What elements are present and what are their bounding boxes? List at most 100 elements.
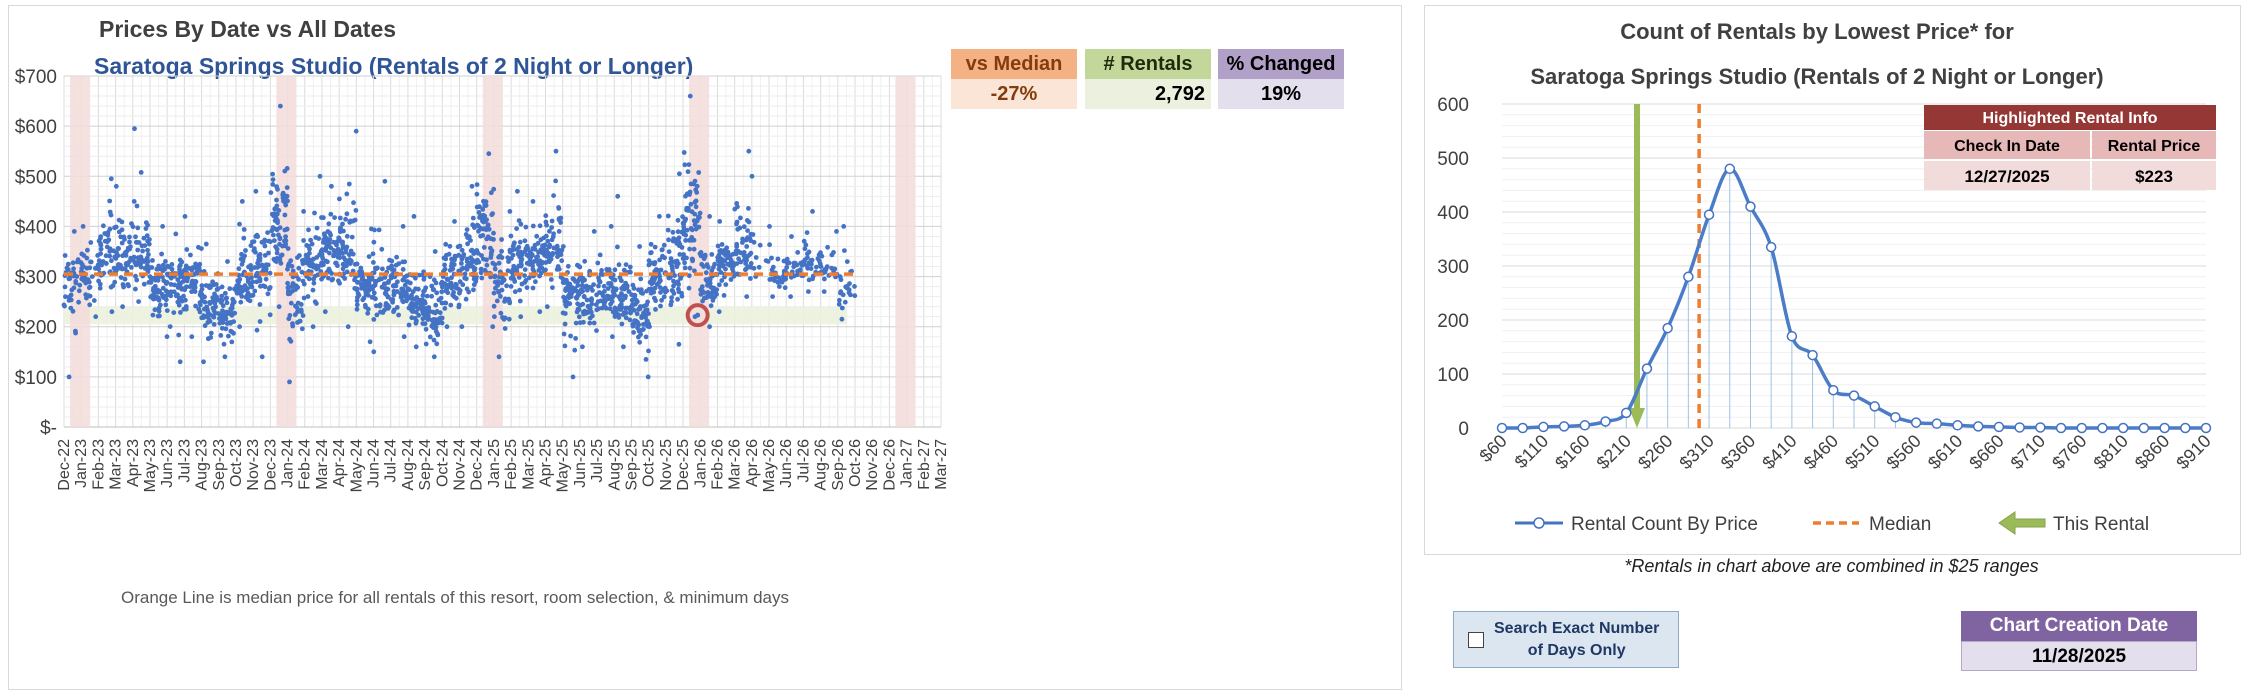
price-point bbox=[356, 292, 362, 298]
price-point bbox=[257, 302, 263, 307]
price-point bbox=[143, 220, 149, 226]
price-point bbox=[434, 341, 440, 347]
price-point bbox=[373, 279, 379, 285]
rental-count-marker bbox=[1765, 241, 1777, 253]
price-point bbox=[581, 319, 586, 325]
price-point bbox=[629, 292, 634, 298]
price-point bbox=[251, 239, 257, 245]
price-point bbox=[459, 266, 465, 272]
scatter-x-tick-label: Jun-26 bbox=[778, 439, 795, 488]
price-point bbox=[278, 253, 284, 259]
price-point bbox=[465, 264, 470, 269]
price-point bbox=[443, 300, 449, 306]
dist-y-tick-label: 600 bbox=[1437, 95, 1469, 116]
price-point bbox=[301, 295, 307, 301]
price-point bbox=[693, 204, 699, 210]
price-point bbox=[328, 211, 334, 217]
price-point bbox=[530, 260, 536, 265]
price-point bbox=[248, 267, 254, 272]
price-point bbox=[720, 263, 726, 269]
price-point bbox=[806, 277, 812, 283]
price-point bbox=[482, 203, 488, 209]
price-point bbox=[160, 268, 166, 274]
changed-stat: % Changed 19% bbox=[1218, 49, 1344, 109]
scatter-x-tick-label: Feb-24 bbox=[297, 439, 314, 490]
price-point bbox=[158, 302, 163, 308]
exact-days-checkbox[interactable] bbox=[1468, 631, 1484, 648]
rental-count-marker bbox=[1952, 420, 1963, 431]
price-point bbox=[725, 255, 731, 261]
price-point bbox=[553, 148, 559, 154]
price-point bbox=[474, 182, 480, 188]
price-point bbox=[652, 275, 658, 281]
price-point bbox=[483, 219, 488, 224]
price-point bbox=[693, 187, 699, 193]
price-point bbox=[819, 253, 825, 259]
price-point bbox=[476, 210, 482, 215]
price-point bbox=[599, 268, 604, 273]
price-point bbox=[782, 285, 788, 291]
price-point bbox=[561, 331, 567, 337]
price-point bbox=[587, 320, 593, 326]
price-point bbox=[365, 310, 371, 316]
price-point bbox=[512, 279, 518, 284]
price-point bbox=[698, 253, 704, 259]
price-point bbox=[756, 264, 762, 270]
price-point bbox=[427, 334, 433, 340]
price-point bbox=[634, 299, 640, 305]
dist-x-tick-label: $160 bbox=[1551, 431, 1593, 473]
price-point bbox=[519, 281, 525, 287]
price-point bbox=[652, 285, 658, 291]
scatter-y-tick-label: $600 bbox=[15, 117, 57, 138]
price-point bbox=[296, 265, 302, 271]
price-point bbox=[121, 234, 127, 240]
price-point bbox=[744, 294, 750, 299]
price-point bbox=[639, 327, 644, 333]
price-point bbox=[490, 211, 495, 217]
price-point bbox=[340, 221, 345, 227]
price-point bbox=[277, 236, 283, 242]
price-point bbox=[168, 282, 174, 287]
price-point bbox=[108, 284, 114, 290]
highlight-col2-value: $223 bbox=[2135, 167, 2173, 186]
price-point bbox=[723, 282, 729, 287]
price-point bbox=[68, 305, 74, 311]
price-point bbox=[96, 278, 101, 284]
price-point bbox=[124, 249, 129, 255]
price-point bbox=[486, 151, 492, 157]
price-point bbox=[245, 290, 251, 296]
price-point bbox=[118, 275, 124, 280]
scatter-x-tick-label: Jul-24 bbox=[383, 439, 400, 483]
exact-days-option[interactable]: Search Exact Number of Days Only bbox=[1453, 611, 1679, 668]
price-point bbox=[537, 309, 543, 315]
price-point bbox=[653, 298, 658, 304]
price-point bbox=[273, 226, 279, 232]
price-point bbox=[272, 258, 278, 264]
price-point bbox=[354, 286, 360, 292]
dist-x-tick-label: $560 bbox=[1882, 431, 1924, 473]
price-point bbox=[109, 309, 115, 315]
dist-y-axis: 0 100 200 300 400 500 600 bbox=[1437, 95, 1469, 440]
price-point bbox=[423, 326, 429, 332]
price-point bbox=[276, 304, 282, 310]
price-point bbox=[148, 280, 154, 285]
price-point bbox=[517, 254, 523, 260]
price-point bbox=[167, 324, 173, 329]
price-point bbox=[188, 252, 193, 258]
price-point bbox=[631, 330, 636, 335]
rental-count-marker bbox=[1807, 349, 1818, 361]
price-point bbox=[763, 258, 769, 263]
price-point bbox=[434, 290, 440, 296]
dist-x-tick-label: $310 bbox=[1675, 431, 1717, 473]
price-point bbox=[491, 186, 497, 192]
price-point bbox=[449, 266, 455, 272]
price-point bbox=[682, 265, 688, 271]
price-point bbox=[169, 262, 175, 267]
price-point bbox=[199, 283, 205, 288]
price-point bbox=[344, 211, 350, 217]
price-point bbox=[138, 170, 144, 175]
highlight-dot bbox=[695, 312, 701, 318]
price-point bbox=[769, 276, 774, 282]
price-point bbox=[400, 298, 405, 304]
price-point bbox=[440, 284, 445, 290]
